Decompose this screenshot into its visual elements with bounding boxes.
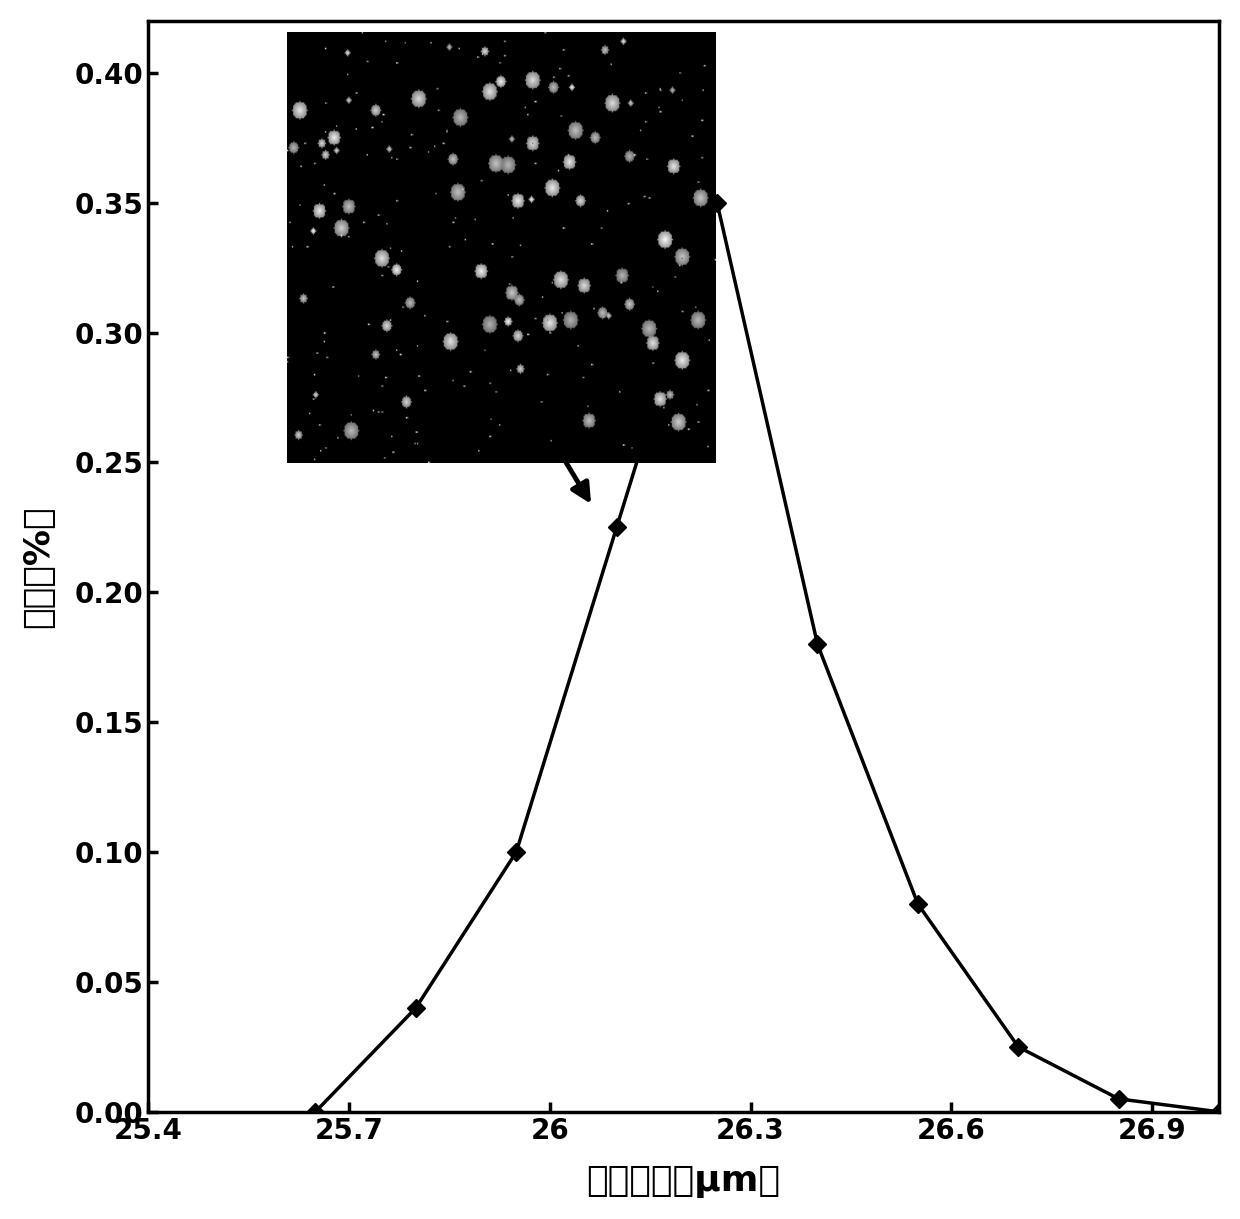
X-axis label: 微球尺寸（μm）: 微球尺寸（μm）: [587, 1164, 781, 1198]
Y-axis label: 频率（%）: 频率（%）: [21, 505, 55, 628]
